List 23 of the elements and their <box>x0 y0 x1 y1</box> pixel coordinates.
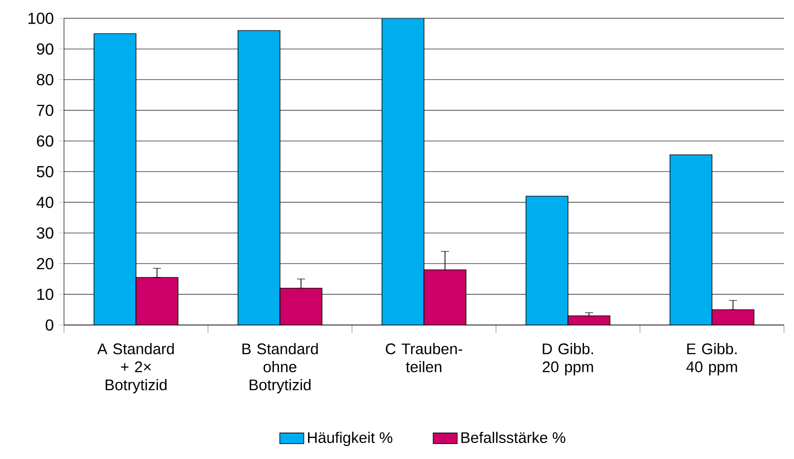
bar <box>382 18 424 325</box>
legend-label: Befallsstärke % <box>461 432 566 444</box>
bar <box>526 196 568 325</box>
bar <box>94 33 136 325</box>
y-tick-label: 30 <box>36 227 54 239</box>
x-tick-label: D Gibb. 20 ppm <box>542 343 593 376</box>
legend-label: Häufigkeit % <box>308 432 392 446</box>
y-tick-label: 100 <box>28 12 54 24</box>
y-tick-label: 90 <box>36 43 54 55</box>
x-tick-label: B Standard ohne Botrytizid <box>242 343 318 394</box>
x-tick-label: E Gibb. 40 ppm <box>686 343 737 376</box>
y-tick-label: 70 <box>36 104 54 116</box>
y-tick-label: 50 <box>36 166 54 178</box>
y-tick-label: 20 <box>36 258 54 270</box>
x-tick-label: A Standard + 2× Botrytizid <box>97 343 174 394</box>
x-tick-label: C Trauben-teilen <box>386 343 462 372</box>
y-tick-label: 40 <box>36 196 54 208</box>
bar <box>670 154 712 325</box>
y-tick-label: 10 <box>37 288 54 300</box>
y-tick-label: 60 <box>36 135 54 147</box>
y-tick-label: 80 <box>36 74 54 86</box>
y-tick-label: 0 <box>46 319 54 331</box>
bar <box>238 30 280 325</box>
